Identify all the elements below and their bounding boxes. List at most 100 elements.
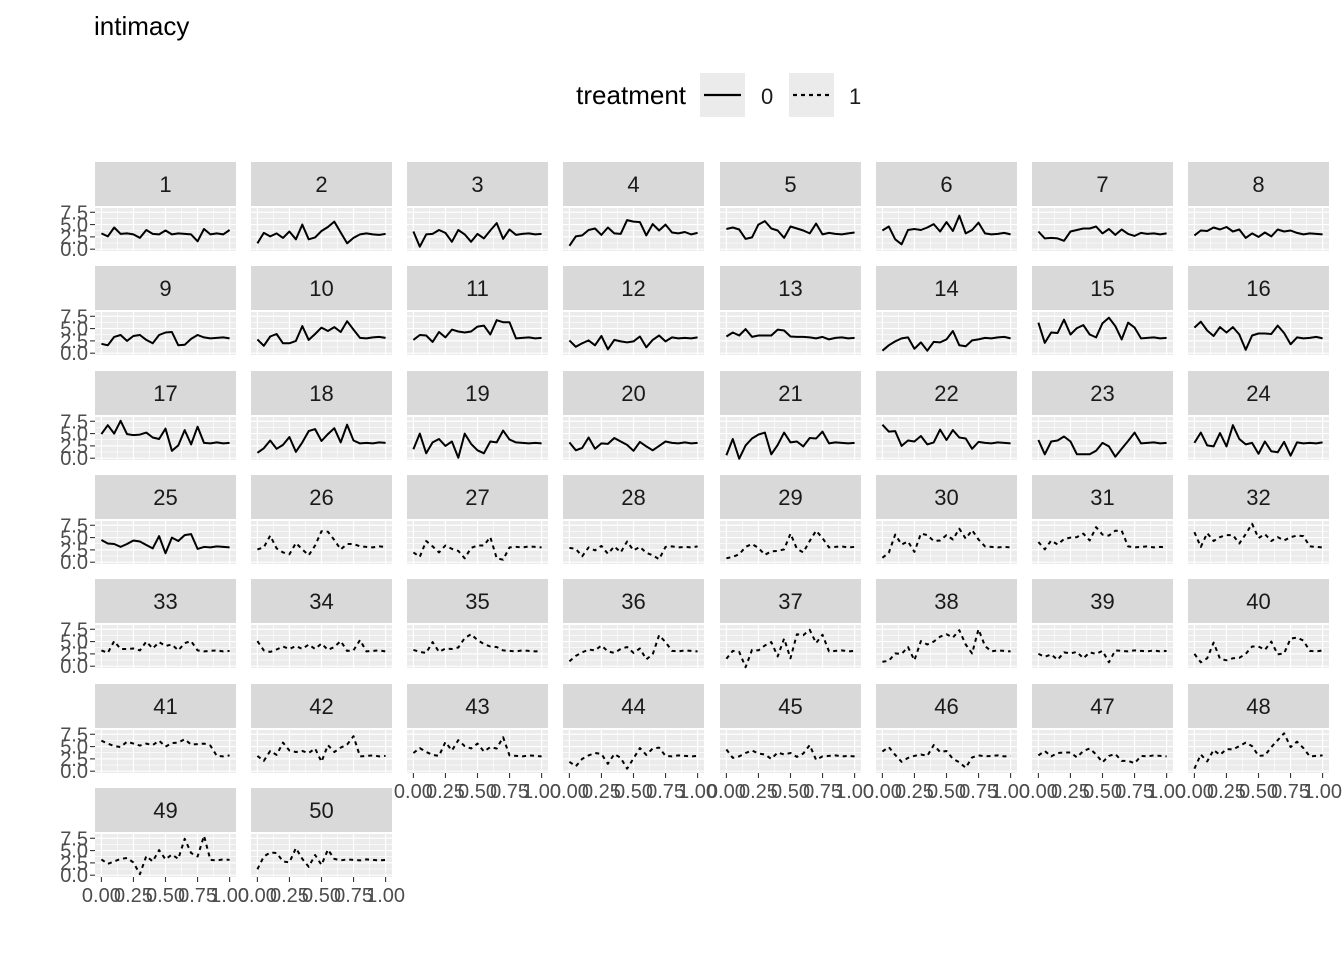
x-tick-label: 0.50 xyxy=(146,885,185,907)
y-tick-label: 0.0 xyxy=(60,239,88,261)
facet-strip xyxy=(1032,162,1173,206)
facet-strip xyxy=(251,162,392,206)
x-tick-label: 0.75 xyxy=(1115,781,1154,803)
series-line-treatment-1 xyxy=(413,633,542,654)
series-line-treatment-1 xyxy=(256,639,386,653)
series-line-treatment-0 xyxy=(568,219,698,247)
series-line-treatment-1 xyxy=(882,628,1011,663)
facet-panel-39: 39 xyxy=(1032,579,1173,668)
y-tick-label: 0.0 xyxy=(60,656,88,678)
facet-strip-label: 9 xyxy=(159,276,171,301)
facet-panel-11: 11 xyxy=(407,266,548,355)
facet-strip xyxy=(876,266,1017,310)
facet-strip-label: 29 xyxy=(778,485,802,510)
x-tick-label: 0.25 xyxy=(426,781,465,803)
facet-panel-1: 1 0.02.55.07.5 xyxy=(60,162,236,261)
facet-strip-label: 43 xyxy=(465,694,489,719)
x-tick-label: 0.00 xyxy=(707,781,746,803)
y-tick-label: 0.0 xyxy=(60,448,88,470)
x-tick-label: 0.25 xyxy=(1207,781,1246,803)
facet-strip xyxy=(1188,162,1329,206)
facet-strip xyxy=(563,162,704,206)
series-line-treatment-0 xyxy=(412,429,542,459)
y-tick-label: 2.5 xyxy=(60,540,88,562)
series-line-treatment-0 xyxy=(568,436,698,452)
legend-label-0: 0 xyxy=(761,84,773,109)
facet-panel-10: 10 xyxy=(251,266,392,355)
chart-title: intimacy xyxy=(94,11,189,41)
x-tick-label: 0.75 xyxy=(803,781,842,803)
facet-panel-47: 47 0.000.250.500.751.00 xyxy=(1019,684,1186,803)
y-tick-label: 5.0 xyxy=(60,424,88,446)
y-tick-label: 0.0 xyxy=(60,865,88,887)
series-line-treatment-0 xyxy=(881,330,1011,352)
y-tick-label: 0.0 xyxy=(60,343,88,365)
series-line-treatment-0 xyxy=(256,220,386,245)
y-tick-label: 2.5 xyxy=(60,749,88,771)
facet-grid: 10.02.55.07.52 3 4 5 6 7 890.02.55.07.510 11 12 1… xyxy=(60,162,1342,907)
series-line-treatment-0 xyxy=(1037,431,1167,458)
facet-strip-label: 19 xyxy=(465,381,489,406)
series-line-treatment-0 xyxy=(1193,320,1323,351)
facet-strip xyxy=(407,475,548,519)
facet-strip xyxy=(95,266,236,310)
facet-strip xyxy=(563,266,704,310)
facet-strip-label: 12 xyxy=(621,276,645,301)
x-tick-label: 0.50 xyxy=(771,781,810,803)
x-tick-label: 0.75 xyxy=(959,781,998,803)
facet-panel-21: 21 xyxy=(720,371,861,460)
x-tick-label: 0.00 xyxy=(1175,781,1214,803)
facet-strip xyxy=(563,579,704,623)
y-tick-label: 2.5 xyxy=(60,331,88,353)
facet-panel-5: 5 xyxy=(720,162,861,251)
facet-strip xyxy=(1032,684,1173,728)
facet-strip-label: 18 xyxy=(309,381,333,406)
x-tick-label: 0.00 xyxy=(82,885,121,907)
facet-strip xyxy=(95,684,236,728)
facet-panel-28: 28 xyxy=(563,475,704,564)
y-tick-label: 2.5 xyxy=(60,227,88,249)
facet-strip xyxy=(407,371,548,415)
series-line-treatment-1 xyxy=(1037,526,1167,551)
facet-panel-44: 44 0.000.250.500.751.00 xyxy=(550,684,717,803)
y-tick-label: 7.5 xyxy=(60,619,88,641)
facet-strip-label: 47 xyxy=(1090,694,1114,719)
x-tick-label: 0.00 xyxy=(238,885,277,907)
facet-strip-label: 37 xyxy=(778,589,802,614)
facet-strip xyxy=(720,684,861,728)
series-line-treatment-1 xyxy=(725,744,855,761)
series-line-treatment-1 xyxy=(568,746,698,770)
facet-panel-30: 30 xyxy=(876,475,1017,564)
facet-strip-label: 34 xyxy=(309,589,333,614)
facet-strip xyxy=(563,371,704,415)
facet-strip xyxy=(1032,475,1173,519)
y-tick-label: 7.5 xyxy=(60,306,88,328)
y-tick-label: 5.0 xyxy=(60,737,88,759)
facet-strip-label: 27 xyxy=(465,485,489,510)
x-tick-label: 1.00 xyxy=(522,781,561,803)
facet-strip-label: 3 xyxy=(471,172,483,197)
y-tick-label: 5.0 xyxy=(60,632,88,654)
legend-label-1: 1 xyxy=(849,84,861,109)
facet-panel-2: 2 xyxy=(251,162,392,251)
facet-strip xyxy=(251,266,392,310)
facet-strip xyxy=(251,788,392,832)
series-line-treatment-0 xyxy=(412,319,542,343)
facet-strip xyxy=(1032,579,1173,623)
facet-strip xyxy=(1188,371,1329,415)
series-line-treatment-1 xyxy=(881,527,1011,559)
facet-strip-label: 17 xyxy=(153,381,177,406)
x-tick-label: 0.25 xyxy=(895,781,934,803)
facet-panel-16: 16 xyxy=(1188,266,1329,355)
y-tick-label: 7.5 xyxy=(60,411,88,433)
facet-strip-label: 5 xyxy=(784,172,796,197)
facet-strip-label: 36 xyxy=(621,589,645,614)
facet-strip-label: 33 xyxy=(153,589,177,614)
series-line-treatment-0 xyxy=(725,328,855,341)
facet-panel-14: 14 xyxy=(876,266,1017,355)
facet-panel-27: 27 xyxy=(407,475,548,564)
facet-strip-label: 23 xyxy=(1090,381,1114,406)
x-tick-label: 0.50 xyxy=(927,781,966,803)
facet-strip xyxy=(95,371,236,415)
facet-strip-label: 6 xyxy=(940,172,952,197)
